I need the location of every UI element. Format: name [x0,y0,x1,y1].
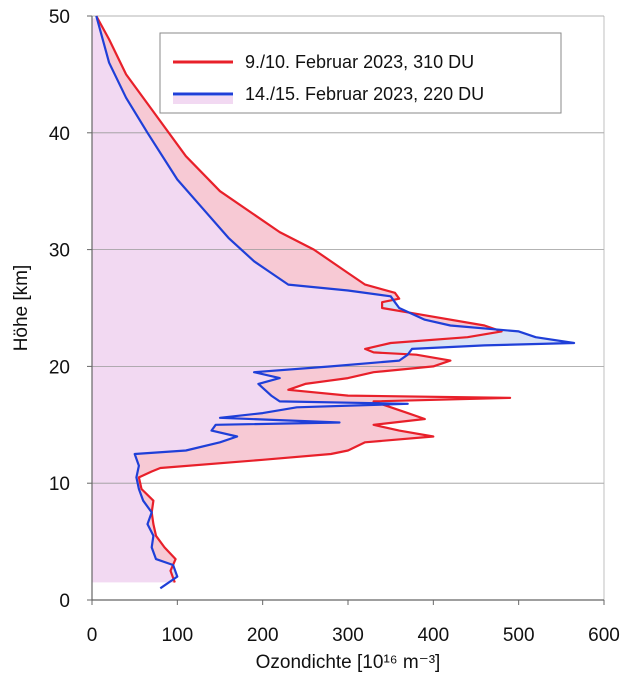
y-axis-title: Höhe [km] [11,265,32,352]
x-tick-label: 200 [247,625,279,646]
fill-red-excess [134,405,430,565]
y-tick-label: 40 [49,124,70,145]
fill-red-excess [96,18,400,300]
x-tick-label: 400 [417,625,449,646]
series-line-blue [95,15,576,590]
y-tick-label: 30 [49,241,70,262]
x-tick-label: 600 [588,625,620,646]
x-tick-label: 100 [161,625,193,646]
fill-shared [92,18,500,583]
y-tick-label: 10 [49,474,70,495]
x-tick-label: 0 [87,625,98,646]
x-tick-label: 300 [332,625,364,646]
y-tick-label: 50 [49,7,70,28]
y-tick-label: 0 [59,591,70,612]
series-line-red [95,15,512,583]
grid-layer [92,15,605,600]
y-tick-label: 20 [49,357,70,378]
x-axis-title: Ozondichte [10¹⁶ m⁻³] [256,652,441,673]
legend-entry-red: 9./10. Februar 2023, 310 DU [245,52,474,72]
legend-entry-blue: 14./15. Februar 2023, 220 DU [245,84,484,104]
legend: 9./10. Februar 2023, 310 DU 14./15. Febr… [159,32,562,114]
series-lines [95,15,576,590]
x-tick-label: 500 [503,625,535,646]
legend-swatch-blue-fill [173,96,233,104]
tick-labels: 0 100 200 300 400 500 600 0 10 20 30 40 50 [49,7,620,646]
